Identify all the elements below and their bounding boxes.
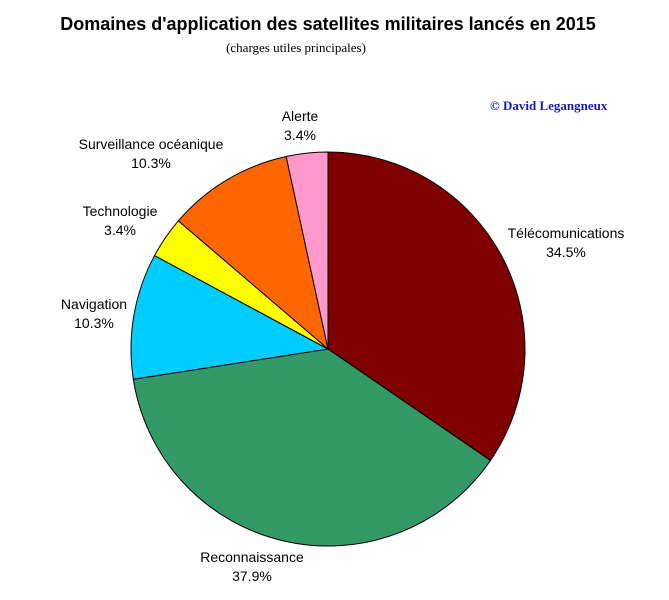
slice-percent-0: 34.5% — [546, 244, 586, 260]
slice-percent-2: 10.3% — [74, 315, 114, 331]
slice-label-0: Télécomunications — [508, 225, 625, 241]
chart-subtitle: (charges utiles principales) — [226, 40, 366, 55]
slice-label-4: Surveillance océanique — [79, 136, 224, 152]
slice-percent-4: 10.3% — [131, 155, 171, 171]
slice-label-1: Reconnaissance — [200, 549, 304, 565]
pie-slice-1 — [132, 348, 492, 547]
pie-slice-4 — [177, 155, 329, 351]
chart-title: Domaines d'application des satellites mi… — [60, 14, 596, 34]
copyright-notice: © David Legangneux — [490, 98, 608, 113]
pie-labels: Télécomunications 34.5% Reconnaissance 37.9… — [61, 108, 624, 584]
pie-slices — [130, 151, 526, 547]
slice-percent-5: 3.4% — [284, 127, 316, 143]
slice-percent-3: 3.4% — [104, 222, 136, 238]
slice-label-5: Alerte — [282, 108, 319, 124]
pie-slice-0 — [327, 151, 526, 462]
pie-slice-2 — [130, 254, 330, 380]
slice-label-3: Technologie — [83, 203, 158, 219]
slice-label-2: Navigation — [61, 296, 127, 312]
pie-slice-5 — [285, 151, 329, 350]
slice-percent-1: 37.9% — [232, 568, 272, 584]
